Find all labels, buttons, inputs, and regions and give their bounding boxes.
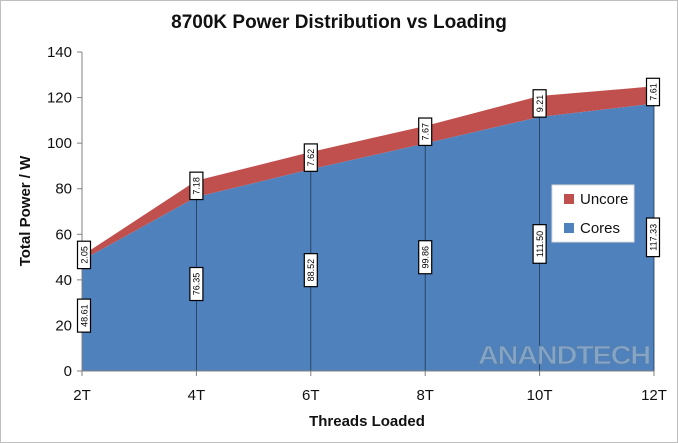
x-tick-label: 10T [527, 387, 553, 404]
svg-text:ANANDTECH: ANANDTECH [478, 340, 650, 370]
y-tick-label: 60 [55, 226, 72, 243]
legend-label-cores: Cores [580, 220, 620, 237]
legend: Uncore Cores [551, 184, 635, 243]
data-label-uncore: 7.62 [303, 143, 318, 172]
y-tick-label: 140 [47, 44, 72, 61]
series-area-cores [82, 103, 654, 371]
chart-title: 8700K Power Distribution vs Loading [171, 12, 507, 33]
data-label-box [418, 117, 433, 147]
data-label-box [303, 253, 318, 288]
anandtech-logo: ANANDTECH [478, 340, 652, 371]
y-tick-label: 80 [55, 181, 72, 198]
data-label-uncore: 9.21 [532, 89, 547, 118]
data-label-text: 48.61 [79, 304, 89, 327]
y-tick-label: 20 [55, 317, 72, 334]
data-label-cores: 88.52 [303, 253, 318, 288]
y-tick-label: 100 [47, 135, 72, 152]
x-tick-label: 8T [416, 387, 434, 404]
data-label-uncore: 7.61 [645, 77, 661, 107]
data-label-text: 2.05 [79, 246, 89, 264]
data-label-uncore: 2.05 [76, 240, 92, 270]
data-label-box [645, 77, 661, 107]
data-label-box [189, 266, 204, 302]
data-label-text: 7.67 [421, 123, 431, 141]
data-label-uncore: 7.18 [189, 171, 204, 201]
data-label-text: 111.50 [535, 231, 545, 257]
data-label-box [189, 171, 204, 201]
x-tick-label: 2T [73, 387, 91, 404]
x-tick-label: 4T [188, 387, 206, 404]
data-label-box [303, 143, 318, 172]
data-label-cores: 117.33 [645, 217, 661, 258]
data-label-uncore: 7.67 [418, 117, 433, 147]
data-label-box [645, 217, 661, 258]
y-tick-label: 40 [55, 272, 72, 289]
data-label-cores: 76.35 [189, 266, 204, 302]
data-label-box [418, 240, 433, 275]
data-label-box [76, 298, 92, 333]
legend-swatch-cores [564, 223, 574, 233]
data-label-box [76, 240, 92, 270]
data-label-box [532, 89, 547, 118]
x-tick-label: 6T [302, 387, 320, 404]
legend-swatch-uncore [564, 194, 574, 204]
x-tick-label: 12T [641, 387, 667, 404]
data-label-cores: 48.61 [76, 298, 92, 333]
data-label-text: 88.52 [306, 259, 316, 282]
x-axis-title: Threads Loaded [309, 413, 425, 430]
data-label-box [532, 224, 547, 264]
data-label-text: 7.18 [192, 177, 202, 195]
legend-label-uncore: Uncore [580, 191, 628, 208]
data-label-text: 99.86 [421, 246, 431, 269]
data-label-cores: 99.86 [418, 240, 433, 275]
data-label-text: 117.33 [648, 224, 658, 251]
y-axis-title: Total Power / W [17, 155, 34, 266]
data-label-text: 9.21 [535, 95, 545, 113]
data-label-text: 76.35 [192, 273, 202, 296]
series-area-uncore [82, 86, 654, 261]
data-label-text: 7.61 [648, 83, 658, 101]
plot-area: 0 20 40 60 80 100 120 140 2T 4T 6T 8T 10T 12T 48.61 2.0… [47, 44, 667, 404]
data-label-text: 7.62 [306, 149, 316, 167]
y-tick-label: 0 [64, 363, 72, 380]
data-label-cores: 111.50 [532, 224, 547, 264]
y-tick-label: 120 [47, 90, 72, 107]
